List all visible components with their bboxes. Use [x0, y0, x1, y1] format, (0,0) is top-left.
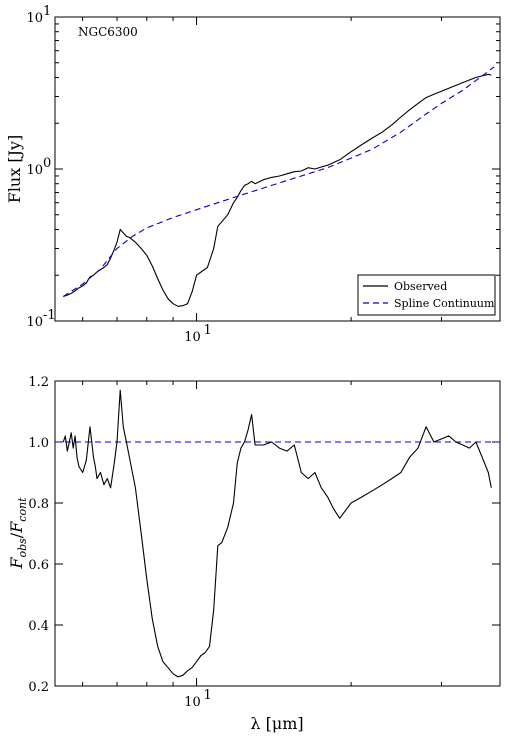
flux-y-tick-label-exponent: -1: [43, 308, 56, 323]
flux-y-tick-label: 10: [26, 11, 43, 26]
legend: Observed Spline Continuum: [357, 274, 496, 316]
flux-series-observed: [63, 73, 492, 307]
flux-y-tick-label: 10: [26, 315, 43, 330]
ratio-x-tick-label-exponent: 1: [204, 688, 212, 703]
ratio-y-axis-label: Fobs/Fcont: [7, 497, 29, 570]
flux-y-tick-label-exponent: 0: [43, 156, 51, 171]
ratio-y-tick-label: 1.2: [28, 375, 49, 390]
flux-y-tick-label-exponent: 1: [43, 4, 51, 19]
ratio-x-tick-label: 10: [184, 695, 201, 710]
flux-series-spline-continuum: [63, 66, 495, 297]
ratio-series-ratio: [62, 389, 492, 678]
ratio-series: [55, 389, 500, 678]
legend-box: [357, 274, 496, 316]
flux-y-tick-label: 10: [26, 163, 43, 178]
flux-axis-ticks: 10 110 -110 010 1: [26, 4, 500, 345]
ratio-plot-frame: [54, 380, 501, 687]
wavelength-x-axis-label: λ [μm]: [250, 714, 303, 733]
ratio-axis-ticks: 10 1 0.2 0.4 0.6 0.8 1.0 1.2: [28, 375, 500, 710]
legend-observed-label: Observed: [394, 280, 447, 293]
legend-spline-label: Spline Continuum: [394, 297, 495, 310]
ratio-panel: 10 1 0.2 0.4 0.6 0.8 1.0 1.2 Fobs/Fcont λ [μm]: [7, 375, 501, 733]
flux-x-tick-label: 10: [184, 330, 201, 345]
ratio-y-tick-label: 0.2: [28, 680, 49, 695]
flux-plot-frame: [54, 16, 501, 322]
flux-panel: 10 110 -110 010 1 NGC6300 Flux [Jy] Observed…: [5, 4, 501, 345]
flux-series: [63, 66, 495, 307]
flux-x-tick-label-exponent: 1: [204, 323, 212, 338]
flux-y-axis-label: Flux [Jy]: [5, 135, 24, 204]
ratio-y-tick-label: 0.4: [28, 619, 49, 634]
ratio-y-tick-label: 0.6: [28, 558, 49, 573]
object-name-annotation: NGC6300: [78, 25, 138, 39]
ratio-y-tick-label: 1.0: [28, 436, 49, 451]
ratio-y-tick-label: 0.8: [28, 497, 49, 512]
